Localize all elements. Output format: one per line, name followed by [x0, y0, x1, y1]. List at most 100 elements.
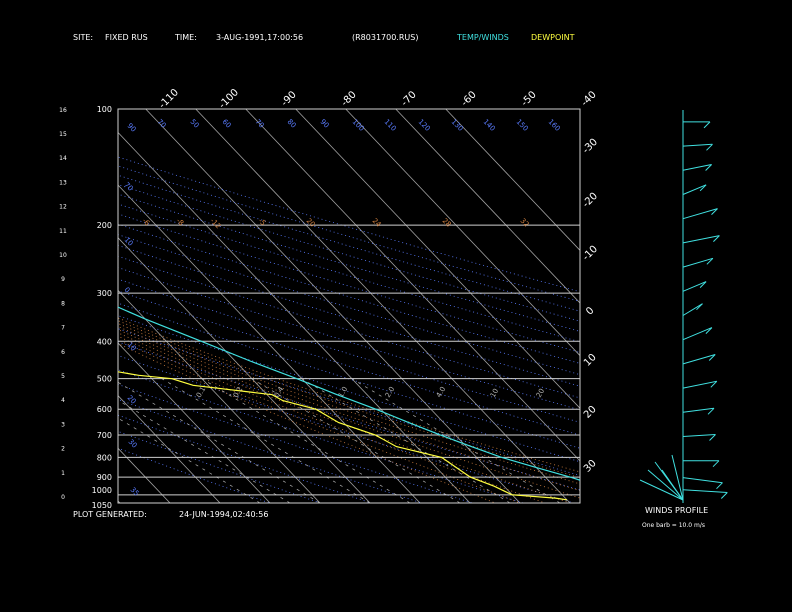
dry-adiabat-label: 90 — [319, 118, 331, 130]
isotherm-line — [145, 109, 521, 503]
dry-adiabat-label: 70 — [123, 181, 135, 193]
dry-adiabat-line — [118, 244, 580, 387]
height-tick-label: 5 — [61, 373, 65, 380]
dry-adiabat-label: 30 — [127, 438, 139, 450]
moist-adiabat-line — [118, 343, 496, 503]
site-label: SITE: — [73, 33, 94, 42]
wind-barb-flag — [708, 354, 716, 361]
wind-barb-flag — [716, 482, 723, 490]
dry-adiabat-label: 20 — [126, 394, 138, 406]
dewpoint-line — [118, 371, 567, 501]
isotherm-line — [0, 109, 20, 503]
dry-adiabat-line — [118, 267, 580, 411]
grid-layer — [0, 109, 580, 503]
wind-barb — [682, 281, 707, 292]
dry-adiabat-label: 50 — [189, 118, 201, 130]
isotherm-line — [0, 109, 70, 503]
wind-barb — [647, 469, 684, 501]
height-tick-label: 14 — [59, 155, 67, 162]
isotherm-right-label: 30 — [582, 458, 599, 475]
dry-adiabat-label: 130 — [450, 118, 465, 133]
isotherm-line — [118, 289, 321, 503]
winds-profile-note: One barb = 10.0 m/s — [642, 522, 705, 529]
isotherm-line — [118, 131, 471, 503]
isotherm-top-label: -80 — [339, 89, 358, 108]
wind-barb — [639, 479, 684, 501]
wind-barb — [682, 354, 716, 365]
dry-adiabat-line — [118, 355, 575, 503]
isotherm-top-label: -100 — [217, 87, 241, 111]
isotherm-top-label: -50 — [519, 89, 538, 108]
isotherm-top-label: -70 — [399, 89, 418, 108]
isotherm-line — [118, 184, 421, 503]
isotherm-line — [118, 342, 271, 503]
wind-barb-flag — [720, 492, 728, 499]
dry-adiabat-label: 160 — [547, 118, 562, 133]
isotherm-right-label: -30 — [581, 137, 600, 156]
moist-adiabat-line — [118, 326, 580, 492]
wind-barb-flag — [699, 184, 707, 192]
dry-adiabat-label: 140 — [482, 118, 497, 133]
wind-barb — [682, 477, 723, 484]
dry-adiabat-line — [118, 414, 372, 503]
dry-adiabat-line — [118, 213, 580, 353]
dry-adiabat-label: 150 — [515, 118, 530, 133]
isotherm-line — [118, 237, 371, 503]
height-tick-label: 7 — [61, 325, 65, 332]
height-tick-label: 9 — [61, 276, 65, 283]
wind-barb — [682, 434, 716, 437]
isotherm-right-label: -20 — [581, 191, 600, 210]
wind-barb-flag — [709, 434, 716, 441]
moist-adiabat-label: 24 — [371, 217, 383, 229]
moist-adiabat-line — [118, 339, 521, 503]
isotherm-line — [245, 109, 580, 462]
dry-adiabat-line — [118, 184, 580, 322]
dry-adiabat-label: 70 — [254, 118, 266, 130]
dry-adiabat-line — [118, 369, 524, 503]
height-tick-label: 4 — [61, 397, 65, 404]
mixing-ratio-label: 20 — [535, 387, 546, 399]
time-label: TIME: — [175, 33, 197, 42]
wind-barb — [682, 380, 717, 389]
dry-adiabat-line — [118, 174, 580, 312]
dry-adiabat-line — [118, 290, 580, 436]
isotherm-line — [345, 109, 580, 357]
dewpoint-legend: DEWPOINT — [531, 33, 575, 42]
wind-barb-flag — [705, 164, 712, 171]
wind-barb — [661, 469, 684, 501]
moist-adiabat-line — [118, 317, 580, 473]
wind-barb — [682, 257, 714, 268]
pressure-tick-label: 600 — [97, 405, 112, 414]
dry-adiabat-line — [118, 165, 580, 302]
height-tick-label: 13 — [59, 179, 67, 186]
wind-profile-layer — [639, 110, 728, 503]
isotherm-line — [118, 500, 121, 503]
height-tick-label: 0 — [61, 494, 65, 501]
moist-adiabat-line — [118, 329, 580, 499]
wind-barb — [682, 164, 712, 171]
temperature-line — [118, 306, 580, 481]
winds-profile-title: WINDS PROFILE — [645, 506, 709, 515]
height-tick-label: 10 — [59, 252, 67, 259]
series-layer — [118, 306, 580, 501]
pressure-tick-label: 1000 — [92, 486, 112, 495]
dry-adiabat-line — [118, 234, 580, 376]
isotherm-top-label: -90 — [279, 89, 298, 108]
isotherm-right-label: -10 — [581, 244, 600, 263]
wind-barb-flag — [707, 407, 715, 415]
isotherm-line — [395, 109, 580, 304]
isotherm-right-label: 0 — [584, 305, 596, 317]
isotherm-line — [195, 109, 571, 503]
dry-adiabat-label: 100 — [351, 118, 366, 133]
moist-adiabat-label: 28 — [441, 217, 453, 229]
wind-barb-flag — [712, 460, 720, 468]
dry-adiabat-label: 70 — [156, 118, 168, 130]
pressure-tick-label: 800 — [97, 453, 112, 462]
isotherm-line — [118, 395, 221, 503]
plot-frame — [117, 108, 581, 504]
mixing-ratio-line — [251, 378, 461, 503]
time-value: 3-AUG-1991,17:00:56 — [216, 33, 304, 42]
moist-adiabat-label: -12 — [209, 217, 223, 231]
moist-adiabat-label: -5 — [257, 217, 268, 228]
dry-adiabat-label: 10 — [126, 341, 138, 353]
